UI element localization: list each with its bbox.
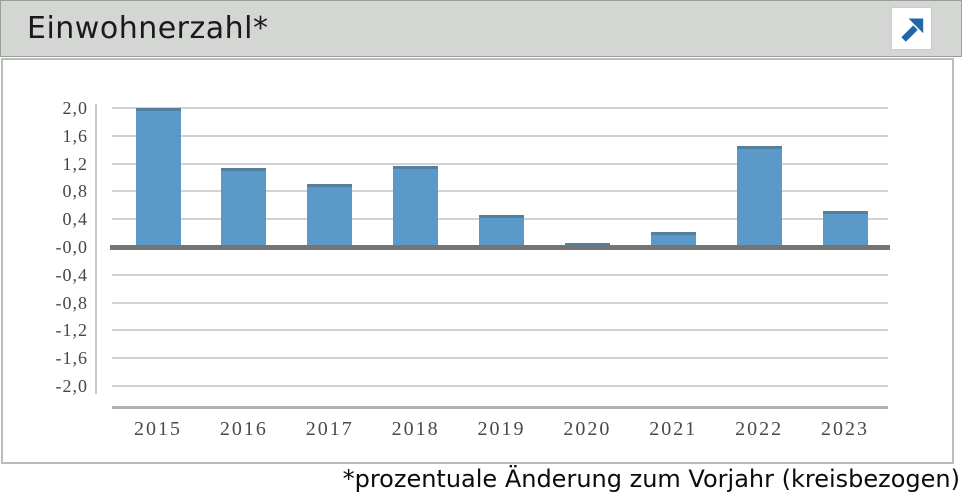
widget-header: Einwohnerzahl* [0, 0, 962, 57]
bar-2021[interactable] [650, 232, 696, 247]
arrow-up-right-icon [900, 18, 923, 42]
bar-2022[interactable] [736, 146, 782, 247]
bar-2017[interactable] [307, 184, 353, 247]
bar-2020[interactable] [564, 243, 610, 247]
bar-2015[interactable] [135, 108, 181, 247]
open-external-button[interactable] [891, 7, 932, 50]
bar-2018[interactable] [393, 166, 439, 247]
footnote: *prozentuale Änderung zum Vorjahr (kreis… [342, 465, 960, 493]
bar-2019[interactable] [479, 215, 524, 247]
widget-title: Einwohnerzahl* [27, 11, 269, 46]
bar-2016[interactable] [221, 168, 267, 247]
bar-2023[interactable] [822, 211, 868, 247]
